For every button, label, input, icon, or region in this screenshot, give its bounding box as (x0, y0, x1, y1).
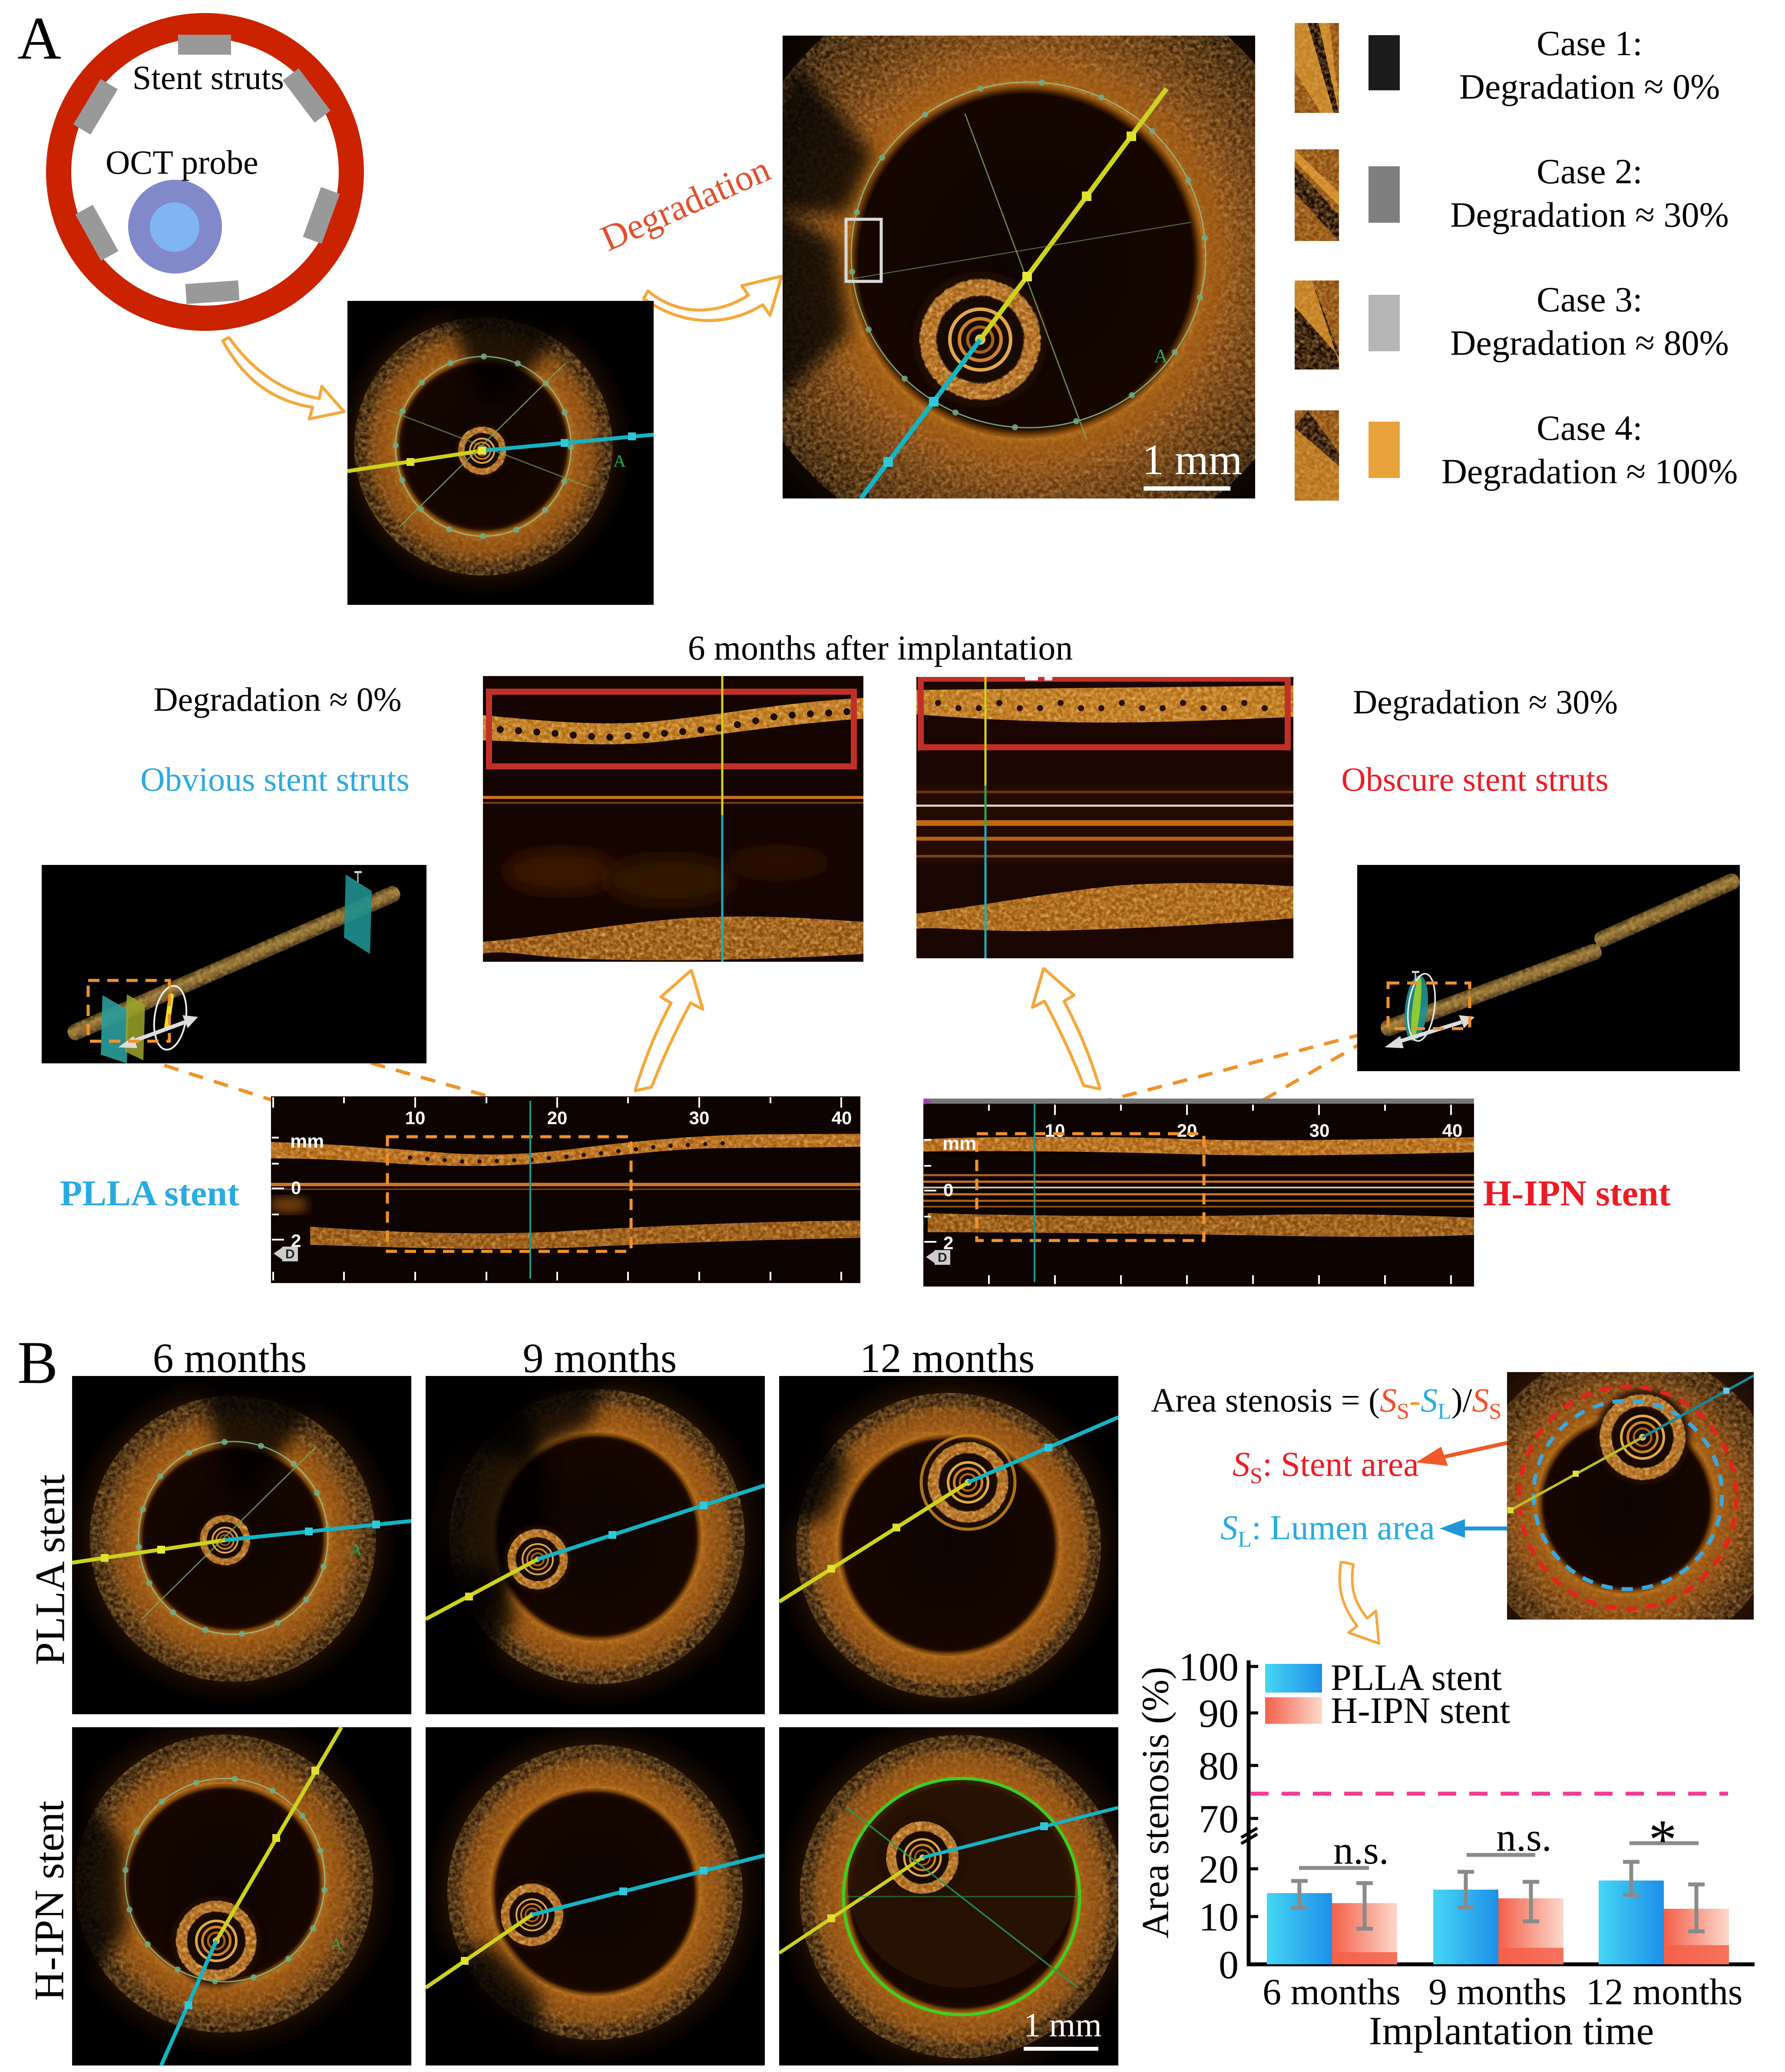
svg-text:12 months: 12 months (1586, 1971, 1743, 2013)
svg-text:6 months: 6 months (1263, 1971, 1401, 2013)
svg-text:80: 80 (1199, 1744, 1239, 1788)
svg-text:n.s.: n.s. (1333, 1828, 1389, 1872)
svg-text:2: 2 (943, 1233, 953, 1253)
svg-text:OCT probe: OCT probe (106, 143, 258, 181)
svg-text:H-IPN stent: H-IPN stent (1331, 1689, 1510, 1731)
svg-text:PLLA stent: PLLA stent (1331, 1656, 1502, 1698)
svg-text:9 months: 9 months (1428, 1971, 1567, 2013)
svg-text:n.s.: n.s. (1496, 1815, 1552, 1859)
svg-text:40: 40 (832, 1108, 852, 1128)
svg-text:1 mm: 1 mm (1142, 436, 1243, 484)
svg-text:20: 20 (1177, 1120, 1197, 1141)
svg-text:Implantation time: Implantation time (1369, 2009, 1654, 2053)
svg-text:D: D (938, 1250, 947, 1265)
svg-text:10: 10 (405, 1108, 426, 1128)
svg-text:40: 40 (1442, 1120, 1463, 1141)
svg-text:70: 70 (1199, 1797, 1239, 1841)
svg-text:20: 20 (1199, 1847, 1239, 1891)
svg-text:A: A (1154, 345, 1168, 366)
svg-text:10: 10 (1199, 1895, 1239, 1939)
svg-text:0: 0 (1219, 1943, 1239, 1987)
svg-text:30: 30 (689, 1108, 710, 1128)
svg-text:*: * (1649, 1808, 1677, 1871)
svg-text:mm: mm (290, 1131, 324, 1152)
svg-text:20: 20 (547, 1108, 568, 1128)
svg-text:100: 100 (1179, 1645, 1239, 1689)
svg-text:mm: mm (942, 1133, 976, 1154)
svg-text:2: 2 (291, 1231, 301, 1251)
svg-text:D: D (285, 1247, 295, 1261)
svg-text:0: 0 (291, 1178, 301, 1198)
svg-text:0: 0 (943, 1180, 953, 1200)
svg-text:10: 10 (1045, 1120, 1065, 1141)
svg-text:Stent struts: Stent struts (132, 59, 284, 96)
svg-text:A: A (331, 1935, 343, 1953)
svg-text:1 mm: 1 mm (1024, 2006, 1102, 2044)
svg-text:30: 30 (1309, 1120, 1330, 1141)
svg-text:90: 90 (1199, 1691, 1239, 1735)
svg-text:A: A (613, 451, 626, 471)
svg-text:A: A (350, 1541, 362, 1559)
